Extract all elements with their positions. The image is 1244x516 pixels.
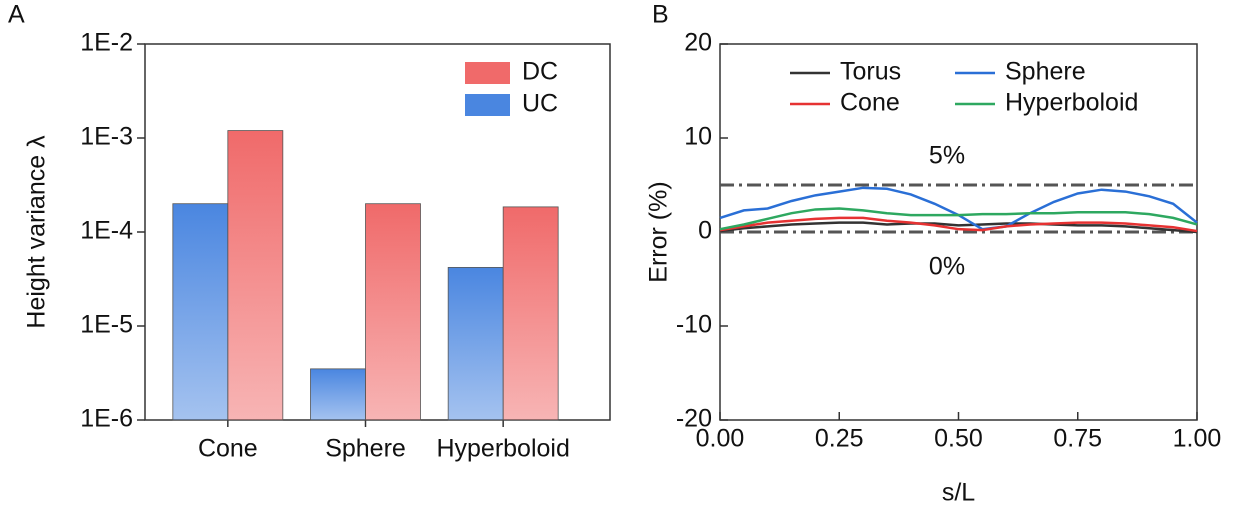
x-tick-label: Sphere: [325, 435, 406, 463]
legend-label: Sphere: [1005, 58, 1086, 86]
y-tick-label: 10: [684, 123, 712, 151]
y-axis-title: Error (%): [645, 181, 673, 282]
x-tick-label: 0.00: [696, 425, 745, 453]
y-tick-label: 0: [698, 217, 712, 245]
x-tick-label: Cone: [198, 435, 258, 463]
bar: [365, 203, 421, 421]
series-line: [719, 221, 1198, 234]
legend-label: DC: [522, 58, 558, 86]
y-tick-label: 1E-2: [80, 29, 133, 57]
legend-label: Cone: [840, 89, 900, 117]
y-tick-label: -20: [676, 405, 712, 433]
y-axis-title: Height variance λ: [23, 135, 51, 329]
series-line: [719, 216, 1198, 233]
bar: [172, 203, 229, 421]
x-tick-label: 1.00: [1173, 425, 1222, 453]
legend-label: Torus: [840, 58, 901, 86]
panel-label: A: [8, 1, 25, 29]
y-tick-label: 1E-5: [80, 311, 133, 339]
y-tick-label: 1E-4: [80, 217, 133, 245]
x-axis-title: s/L: [942, 479, 975, 507]
x-tick-label: 0.25: [815, 425, 864, 453]
reference-label: 0%: [929, 253, 965, 281]
y-tick-label: 1E-6: [80, 405, 133, 433]
reference-label: 5%: [929, 142, 965, 170]
legend-swatch: [465, 62, 510, 84]
legend-label: UC: [522, 90, 558, 118]
y-tick-label: 1E-3: [80, 123, 133, 151]
panel-label: B: [652, 1, 669, 29]
bar: [310, 368, 366, 421]
legend-label: Hyperboloid: [1005, 89, 1138, 117]
x-tick-label: 0.75: [1053, 425, 1102, 453]
bar: [227, 130, 284, 421]
bar: [502, 206, 559, 421]
series-line: [719, 207, 1198, 231]
y-tick-label: 20: [684, 29, 712, 57]
x-tick-label: Hyperboloid: [436, 435, 569, 463]
bar: [447, 267, 504, 421]
legend-swatch: [465, 94, 510, 116]
x-tick-label: 0.50: [934, 425, 983, 453]
y-tick-label: -10: [676, 311, 712, 339]
